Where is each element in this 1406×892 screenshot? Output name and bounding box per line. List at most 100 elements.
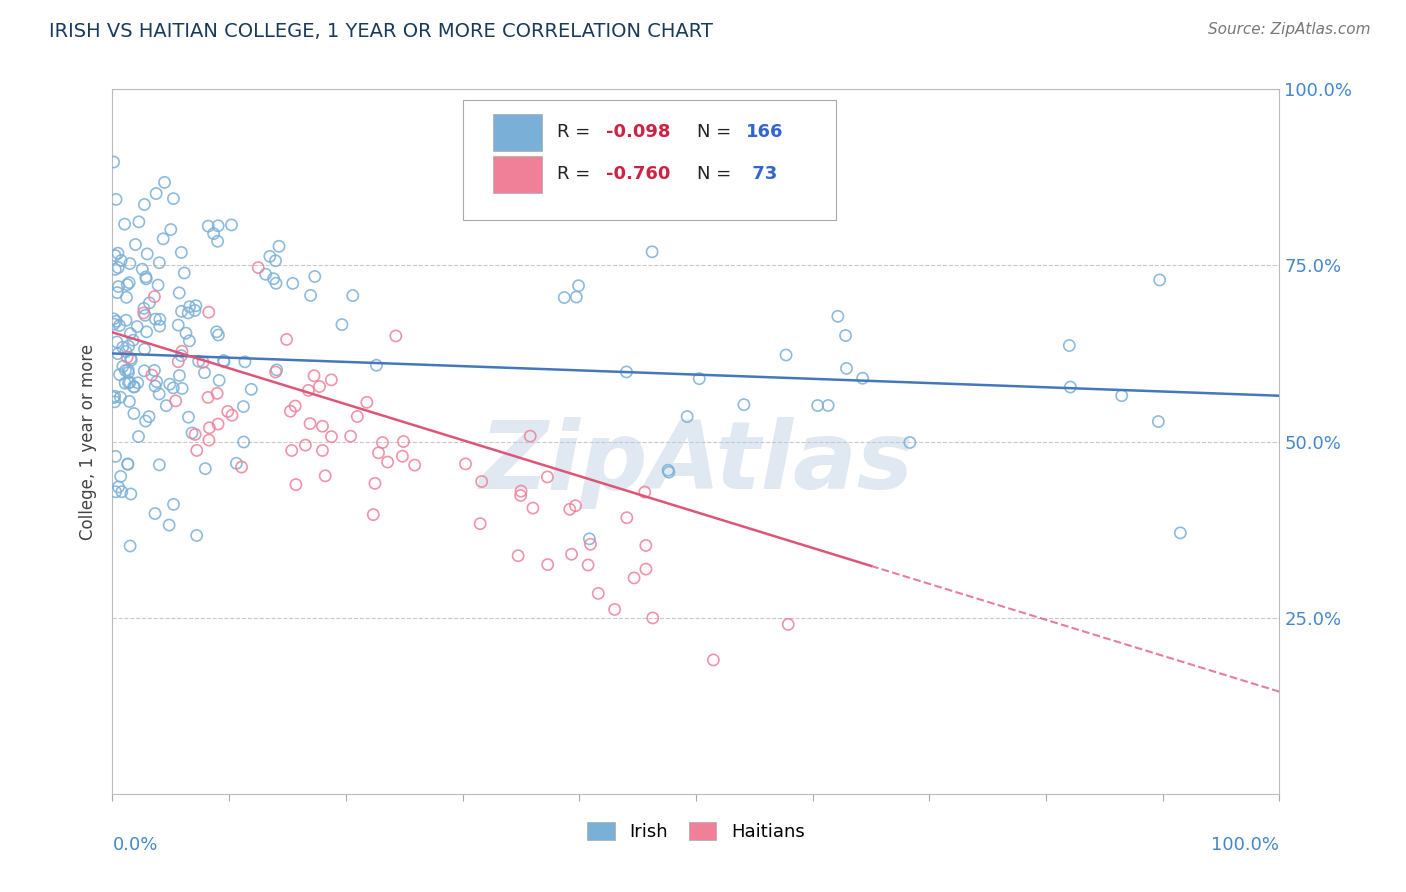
Text: R =: R = [557,166,596,184]
Point [205,325,228,339]
Point [576,558,599,572]
Point [616,510,638,524]
Point [299,288,322,302]
Point [232,435,254,450]
Point [564,499,586,513]
Point [356,395,378,409]
Point [733,398,755,412]
Point [134,308,156,322]
Point [170,349,193,363]
Point [145,312,167,326]
Point [297,384,319,398]
Point [363,508,385,522]
Point [392,434,415,449]
Point [508,549,530,563]
Point [120,326,142,341]
Point [120,539,142,553]
Point [284,399,307,413]
Point [148,458,170,472]
Point [186,528,208,542]
Point [120,351,142,366]
Point [107,246,129,260]
Point [134,364,156,378]
Point [108,318,131,333]
Point [259,249,281,263]
Point [117,366,139,380]
Point [321,373,343,387]
Point [702,653,724,667]
Point [1147,415,1170,429]
Point [177,410,200,425]
Text: N =: N = [697,123,737,141]
Point [143,363,166,377]
Point [763,205,786,219]
Point [314,468,336,483]
Point [827,310,849,324]
Point [110,253,132,268]
Point [688,372,710,386]
Point [107,480,129,494]
Point [657,463,679,477]
Point [104,484,127,499]
Point [471,475,494,489]
Point [135,269,157,284]
Point [170,304,193,318]
Point [207,219,229,233]
Point [135,325,157,339]
Point [107,279,129,293]
Point [118,376,141,390]
Point [231,460,253,475]
Point [118,394,141,409]
Point [128,215,150,229]
Point [167,318,190,332]
Point [202,227,225,241]
Point [117,339,139,353]
Point [127,376,149,390]
Point [111,484,134,499]
Point [103,317,125,331]
Point [153,175,176,189]
Point [162,192,184,206]
Point [603,602,626,616]
Point [193,366,215,380]
Point [117,458,139,472]
Point [207,417,229,431]
Point [120,353,142,368]
FancyBboxPatch shape [463,100,837,219]
Text: 166: 166 [747,123,783,141]
Point [135,272,157,286]
Text: 100.0%: 100.0% [1212,836,1279,855]
Point [330,318,353,332]
Point [104,450,127,464]
Point [404,458,426,472]
Point [579,537,602,551]
Point [118,256,141,270]
Point [280,443,302,458]
Point [835,361,858,376]
Point [117,363,139,377]
Point [114,217,136,231]
Point [641,611,664,625]
Point [634,485,657,500]
Text: -0.098: -0.098 [606,123,671,141]
Point [105,334,128,349]
Point [143,379,166,393]
Point [110,390,132,404]
Point [110,469,132,483]
Point [558,502,581,516]
Point [778,617,800,632]
Point [103,311,125,326]
Point [122,333,145,347]
Point [105,314,128,328]
Point [117,457,139,471]
FancyBboxPatch shape [494,156,541,193]
Point [114,363,136,377]
Point [267,239,290,253]
Point [194,461,217,475]
Point [138,296,160,310]
Point [167,285,190,300]
Point [107,260,129,275]
Point [134,342,156,356]
Point [149,312,172,326]
Point [115,344,138,359]
